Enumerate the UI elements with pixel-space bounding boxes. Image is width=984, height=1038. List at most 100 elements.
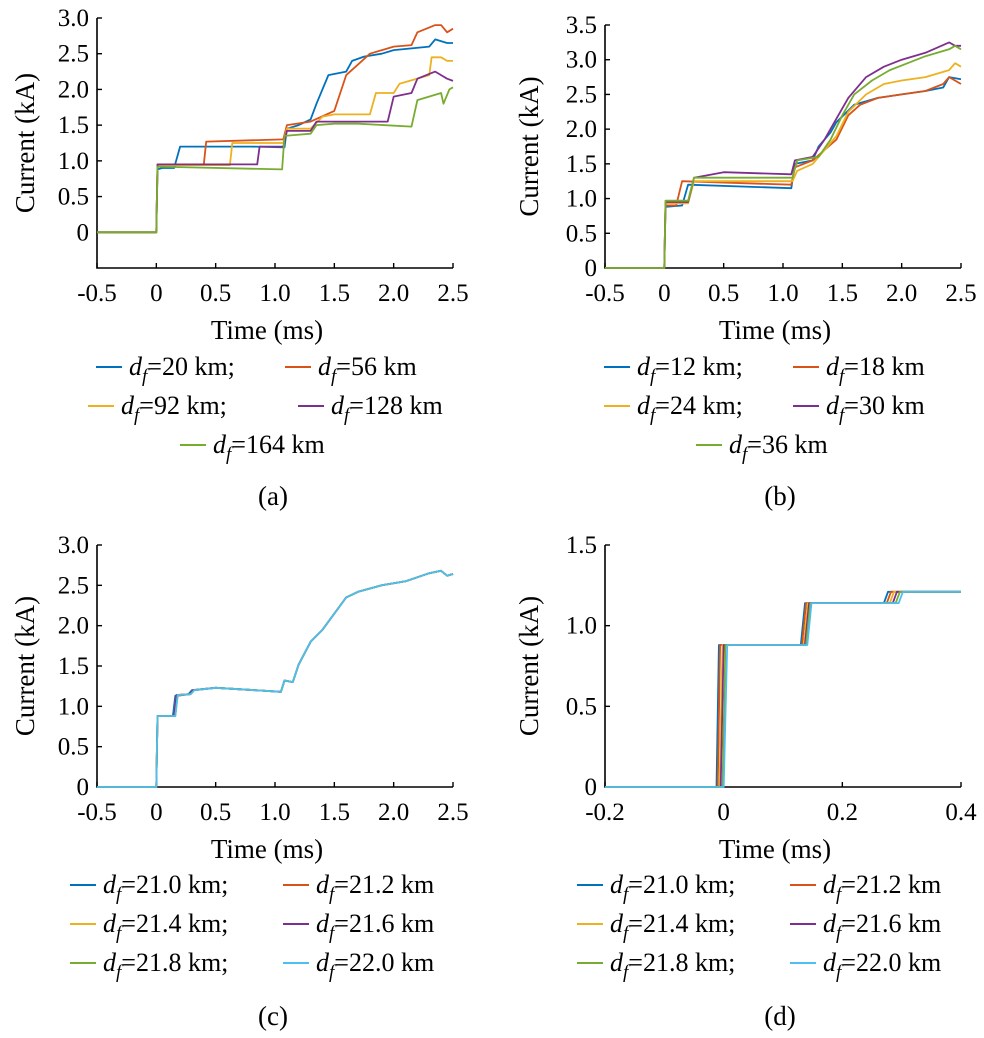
series-line-2 — [97, 56, 453, 234]
panel-caption: (a) — [258, 481, 288, 511]
legend-entry: df=21.0 km; — [577, 870, 735, 905]
series-line-1 — [97, 569, 454, 788]
y-tick-label: 0 — [585, 774, 598, 801]
series-line-2 — [97, 569, 454, 788]
x-tick-label: 2.0 — [378, 799, 409, 826]
y-tick-label: 0.5 — [58, 184, 89, 211]
series-line-4 — [605, 590, 961, 788]
x-tick-label: 0 — [658, 280, 671, 307]
legend-entry: df=18 km — [793, 352, 925, 387]
y-tick-label: 1.5 — [58, 653, 89, 680]
y-axis-label: Current (kA) — [10, 73, 40, 213]
x-axis-label: Time (ms) — [211, 834, 323, 864]
x-tick-label: 2.5 — [437, 799, 468, 826]
legend-entry: df=21.0 km; — [70, 870, 228, 905]
legend-label: df=22.0 km — [316, 948, 434, 983]
y-tick-label: 2.0 — [566, 116, 597, 143]
x-tick-label: -0.5 — [77, 799, 117, 826]
x-tick-label: 0.2 — [827, 799, 858, 826]
y-tick-label: 2.5 — [566, 81, 597, 108]
panel-caption: (b) — [764, 481, 795, 511]
x-tick-label: 2.0 — [378, 280, 409, 307]
x-tick-label: 0.5 — [200, 280, 231, 307]
series-line-4 — [97, 86, 454, 234]
x-tick-label: 1.5 — [319, 799, 350, 826]
y-tick-label: 2.5 — [58, 41, 89, 68]
legend-entry: df=21.6 km — [790, 909, 941, 944]
series-line-2 — [605, 62, 962, 269]
series-line-1 — [97, 24, 454, 234]
y-tick-label: 0 — [585, 255, 598, 282]
x-tick-label: 2.5 — [437, 280, 468, 307]
axis-lines — [604, 545, 961, 788]
series-line-4 — [605, 44, 962, 269]
y-tick-label: 0.5 — [566, 220, 597, 247]
legend-label: df=12 km; — [637, 352, 743, 387]
y-tick-label: 1.0 — [58, 148, 89, 175]
legend-label: df=18 km — [826, 352, 925, 387]
legend-label: df=21.4 km; — [610, 909, 735, 944]
series-line-0 — [97, 38, 453, 234]
x-axis-label: Time (ms) — [719, 834, 831, 864]
legend-label: df=22.0 km — [823, 948, 941, 983]
legend-label: df=92 km; — [121, 391, 227, 426]
x-tick-label: 0 — [150, 280, 163, 307]
series-line-4 — [97, 569, 454, 788]
y-axis-label: Current (kA) — [10, 596, 40, 736]
legend-entry: df=22.0 km — [790, 948, 941, 983]
x-tick-label: 2.5 — [945, 280, 976, 307]
series-line-2 — [605, 590, 961, 788]
legend-entry: df=21.8 km; — [70, 948, 228, 983]
series-line-1 — [605, 76, 962, 269]
chart-panel-0: 0 0.5 1.0 1.5 2.0 2.5 3.0 -0.5 0 0.5 1.0 1.5 2.0 2.5 T… — [10, 5, 468, 511]
series-line-1 — [605, 590, 961, 788]
y-tick-label: 1.0 — [58, 693, 89, 720]
legend-label: df=21.0 km; — [103, 870, 228, 905]
axis-lines — [96, 545, 453, 788]
legend-entry: df=21.4 km; — [577, 909, 735, 944]
legend-entry: df=22.0 km — [283, 948, 434, 983]
legend-label: df=21.2 km — [823, 870, 941, 905]
y-tick-label: 3.0 — [566, 47, 597, 74]
legend-label: df=21.0 km; — [610, 870, 735, 905]
legend-entry: df=92 km; — [88, 391, 227, 426]
legend-label: df=24 km; — [637, 391, 743, 426]
y-tick-label: 1.5 — [566, 151, 597, 178]
x-tick-label: 0.5 — [708, 280, 739, 307]
y-tick-label: 1.0 — [566, 186, 597, 213]
y-tick-label: 2.5 — [58, 572, 89, 599]
x-axis-label: Time (ms) — [211, 315, 323, 345]
chart-panel-2: 00.51.01.52.02.53.0-0.5 0 0.5 1.0 1.5 2.0 2.5T… — [10, 532, 468, 1031]
x-tick-label: 0 — [717, 799, 730, 826]
x-tick-label: 1.5 — [319, 280, 350, 307]
panel-caption: (d) — [764, 1001, 795, 1031]
y-tick-label: 0.5 — [566, 693, 597, 720]
series-line-3 — [97, 569, 454, 788]
legend-label: df=21.6 km — [316, 909, 434, 944]
legend-entry: df=128 km — [298, 391, 443, 426]
legend-entry: df=24 km; — [604, 391, 743, 426]
series-line-0 — [605, 76, 962, 269]
legend-label: df=128 km — [331, 391, 443, 426]
legend-label: df=21.4 km; — [103, 909, 228, 944]
y-axis-label: Current (kA) — [514, 76, 544, 216]
legend-label: df=20 km; — [129, 352, 235, 387]
series-line-5 — [97, 569, 454, 788]
legend-entry: df=12 km; — [604, 352, 743, 387]
series-line-0 — [605, 590, 961, 788]
x-tick-label: 0 — [150, 799, 163, 826]
axis-lines — [604, 25, 961, 269]
legend-entry: df=20 km; — [96, 352, 235, 387]
x-tick-label: -0.2 — [585, 799, 625, 826]
x-axis-label: Time (ms) — [719, 315, 831, 345]
y-tick-label: 0 — [77, 774, 90, 801]
x-tick-label: 0.5 — [200, 799, 231, 826]
chart-panel-1: 00.51.01.52.02.53.03.5-0.5 0 0.5 1.0 1.5 2.0 2… — [514, 12, 976, 511]
legend-entry: df=164 km — [180, 430, 325, 465]
legend-label: df=21.8 km; — [103, 948, 228, 983]
y-tick-label: 1.5 — [58, 112, 89, 139]
x-tick-label: -0.5 — [585, 280, 625, 307]
y-tick-label: 3.0 — [58, 532, 89, 559]
